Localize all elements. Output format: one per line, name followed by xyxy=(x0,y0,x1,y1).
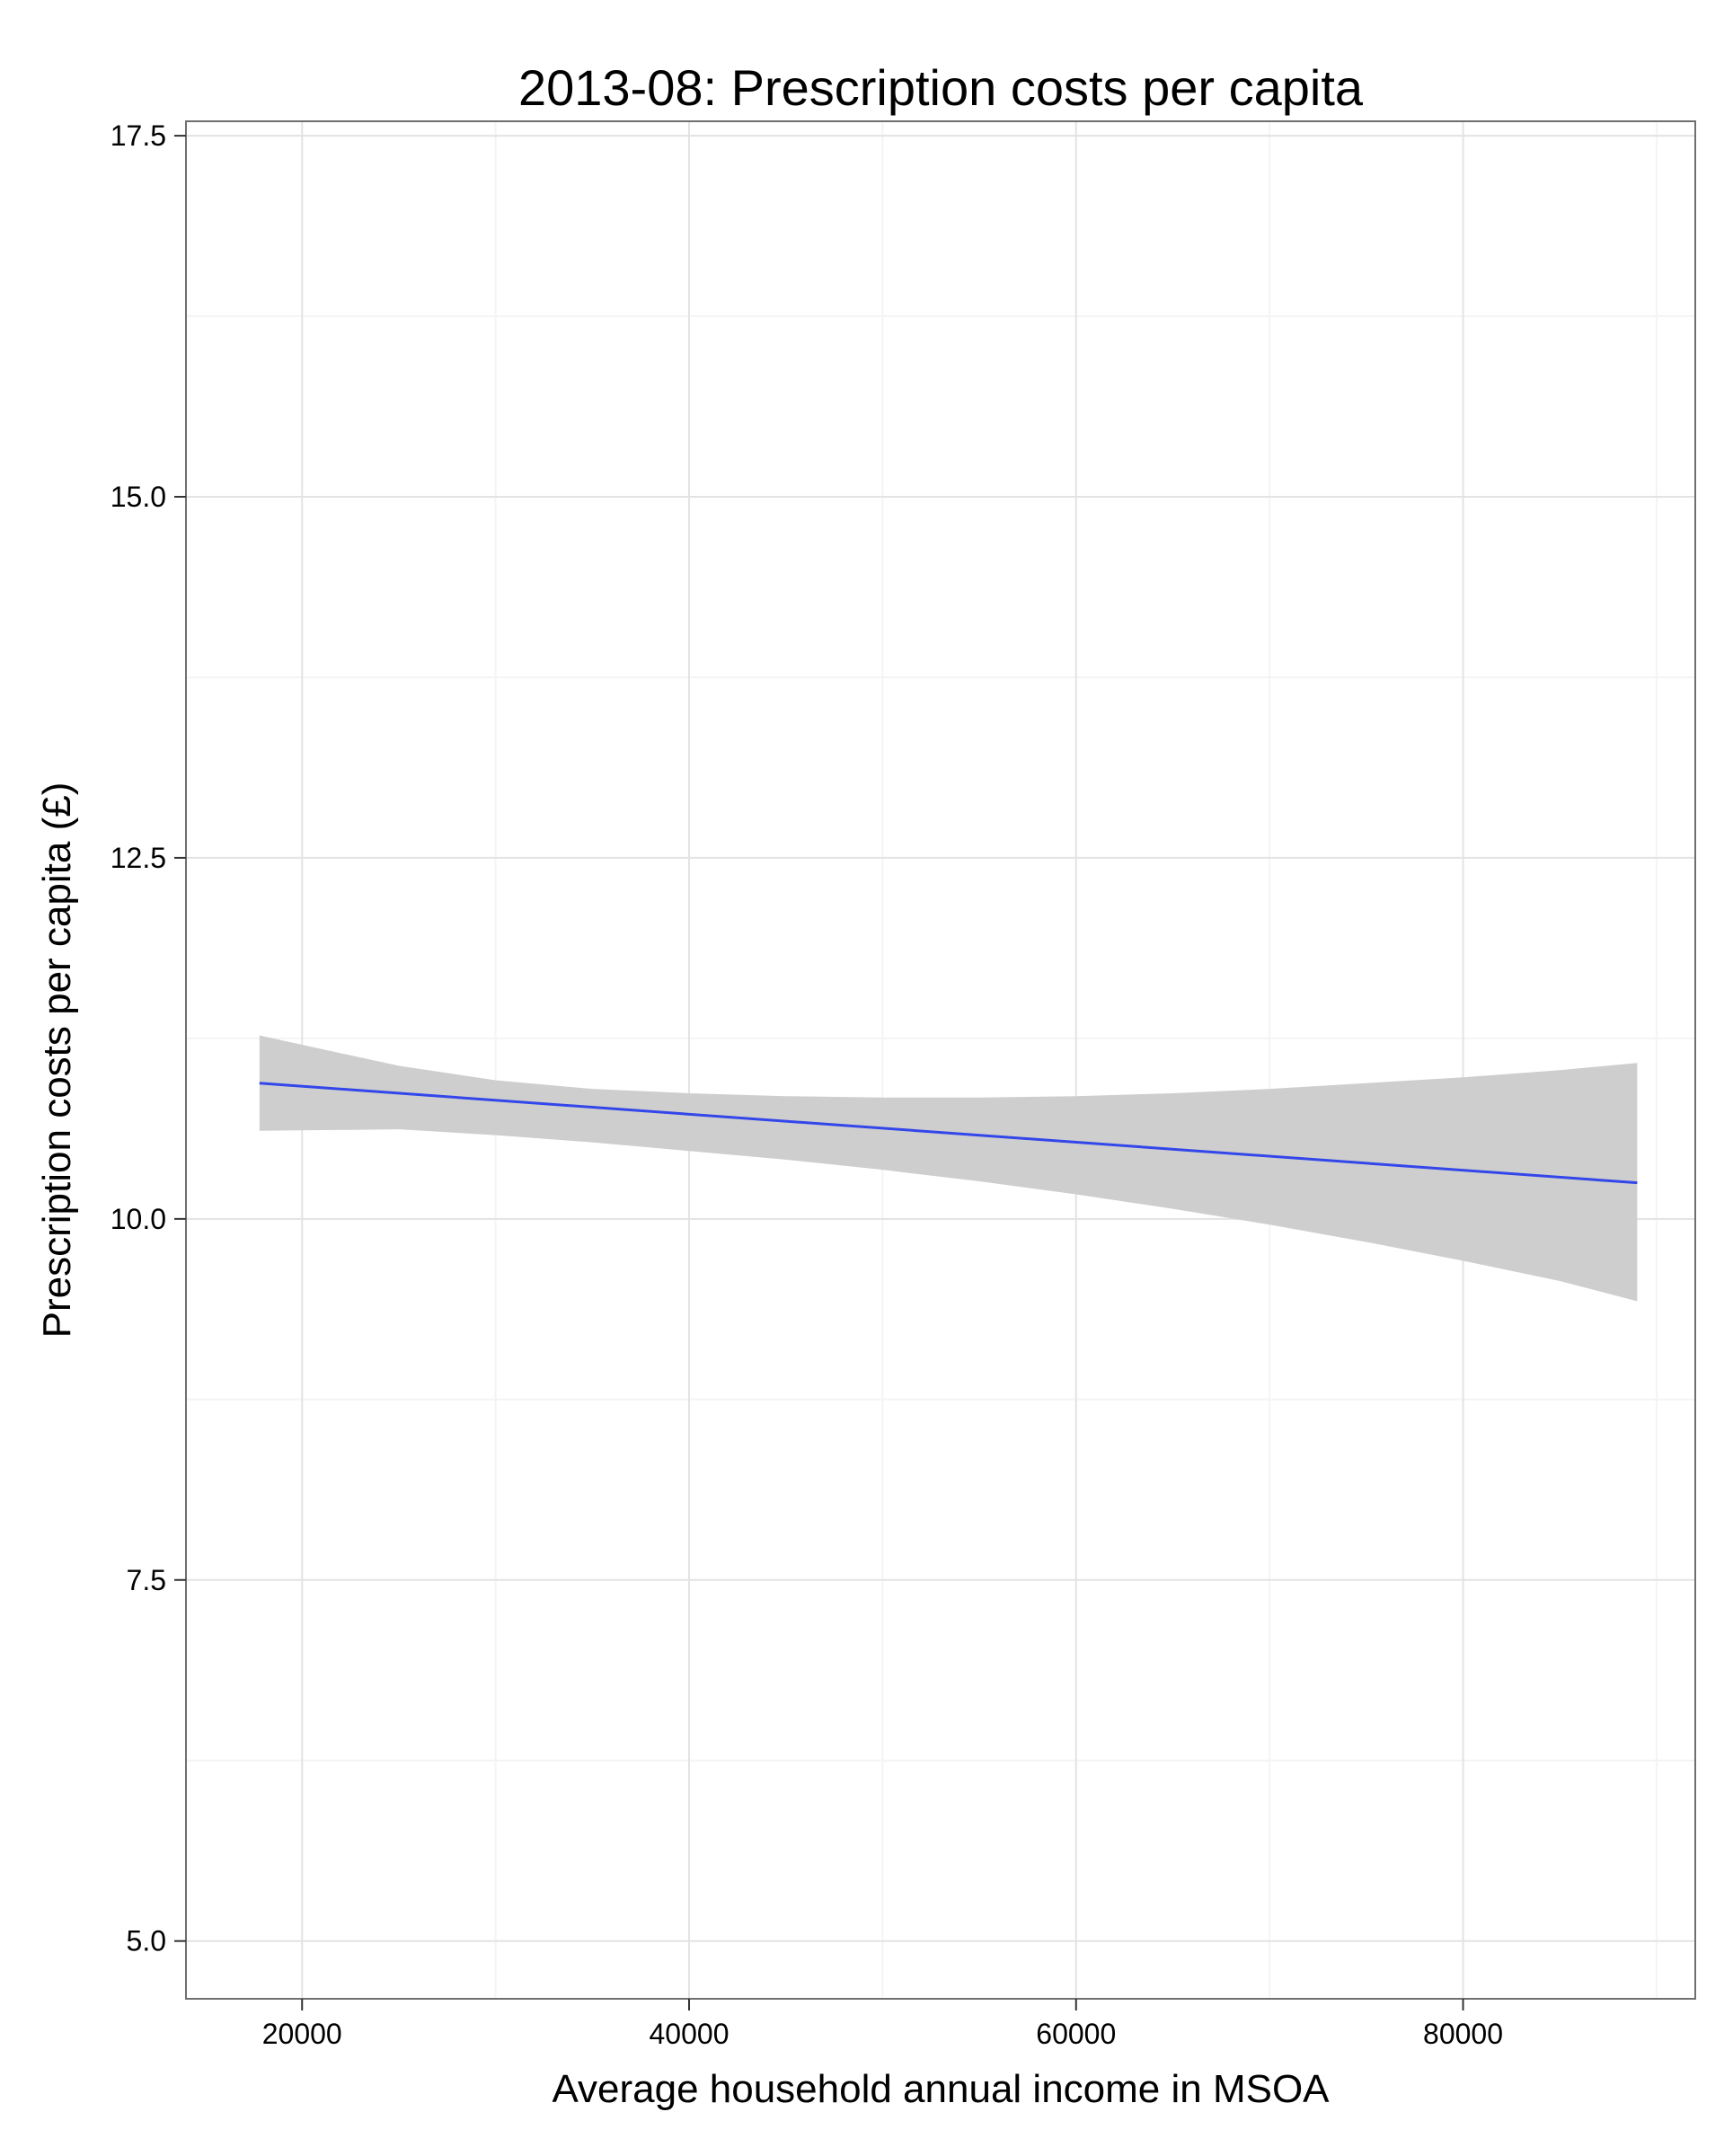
confidence-band xyxy=(259,1035,1638,1302)
y-tick-label: 7.5 xyxy=(127,1564,166,1596)
y-tick-label: 15.0 xyxy=(111,481,166,513)
panel-border xyxy=(185,120,1696,2000)
y-tick-label: 12.5 xyxy=(111,842,166,874)
y-axis-title: Prescription costs per capita (£) xyxy=(35,782,79,1339)
regression-line xyxy=(259,1082,1638,1185)
x-tick-label: 60000 xyxy=(1036,2018,1116,2050)
panel-background xyxy=(186,121,1695,1999)
plot-panel xyxy=(185,120,1696,2000)
x-tick-label: 40000 xyxy=(650,2018,729,2050)
x-axis: 20000 40000 60000 80000 xyxy=(262,1999,1503,2050)
x-tick-label: 20000 xyxy=(262,2018,342,2050)
y-tick-label: 10.0 xyxy=(111,1203,166,1235)
y-axis: 5.0 7.5 10.0 12.5 15.0 17.5 xyxy=(111,119,186,1957)
x-tick-label: 80000 xyxy=(1423,2018,1503,2050)
x-axis-title: Average household annual income in MSOA xyxy=(552,2067,1330,2111)
minor-gridlines xyxy=(186,121,1695,1999)
chart-title: 2013-08: Prescription costs per capita xyxy=(518,59,1364,116)
y-tick-label: 5.0 xyxy=(127,1925,166,1957)
y-tick-label: 17.5 xyxy=(111,119,166,152)
